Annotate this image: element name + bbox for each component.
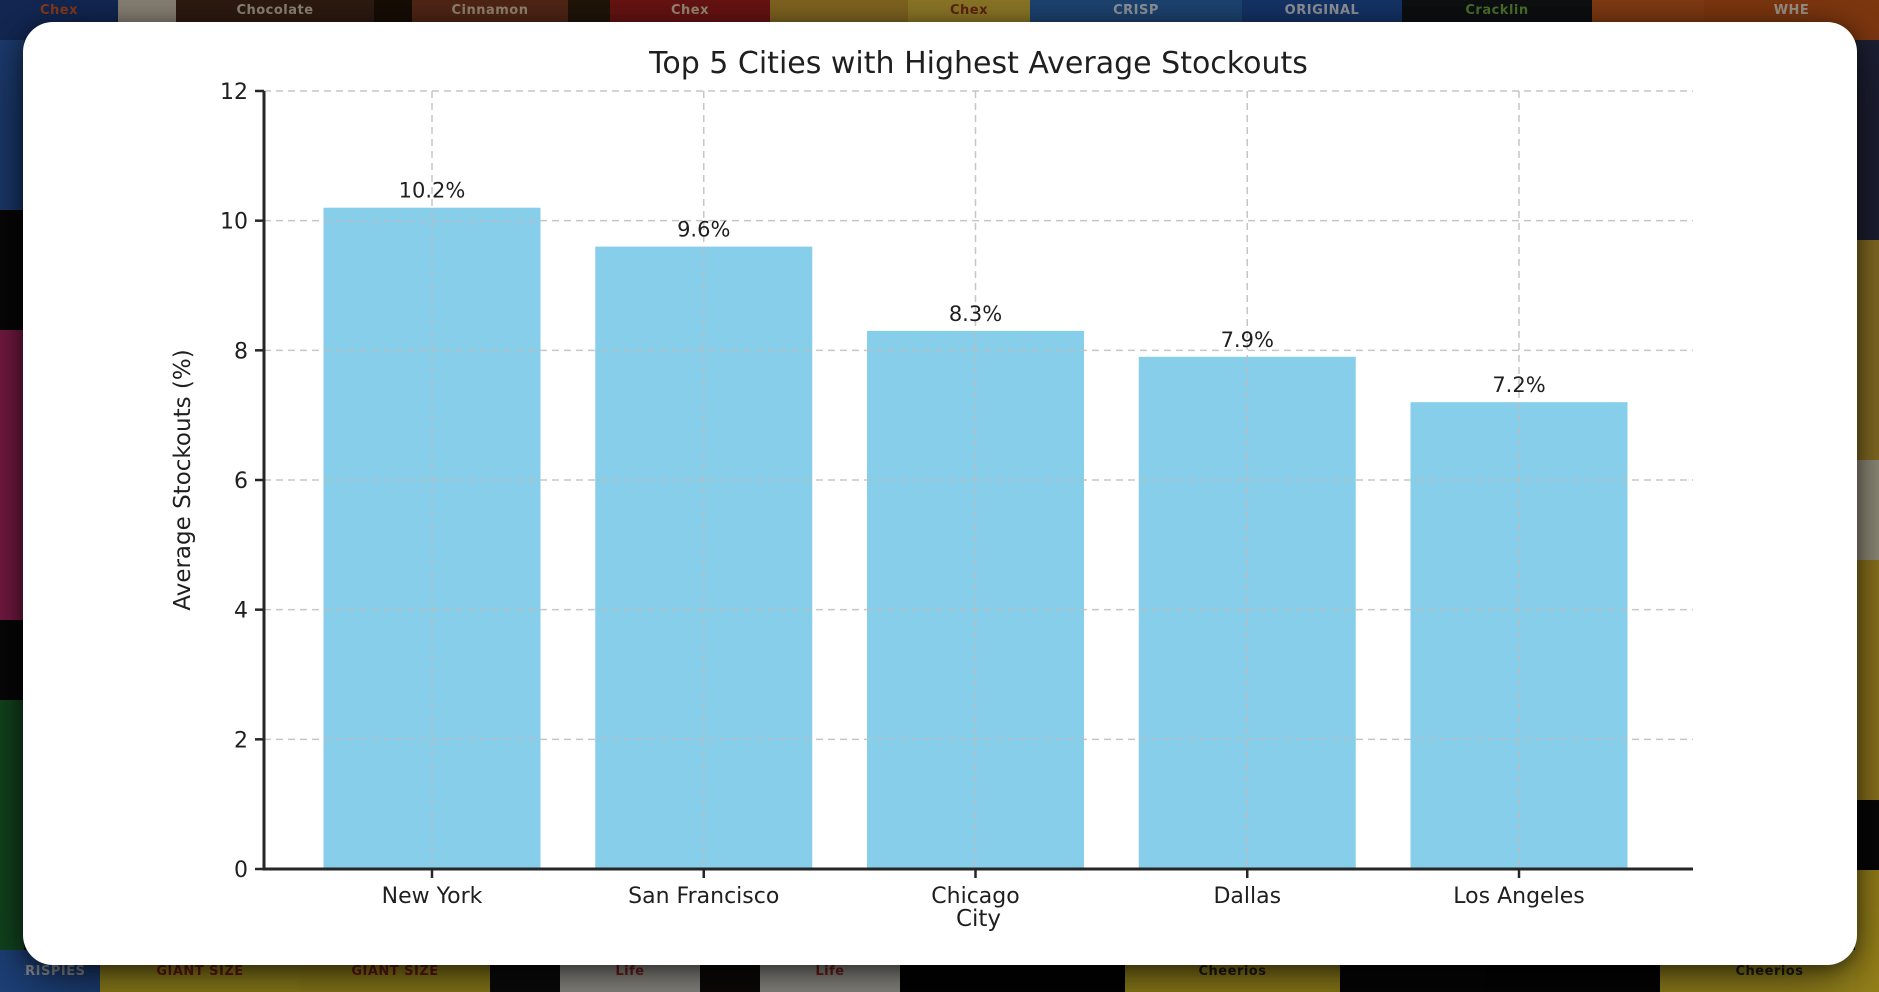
y-tick-label: 12 [220, 80, 248, 105]
cereal-box-edge [0, 620, 24, 700]
cereal-box-edge [1855, 40, 1879, 240]
bar-value-label: 8.3% [949, 302, 1002, 326]
cereal-box-edge [0, 950, 24, 992]
cereal-box-edge [1855, 800, 1879, 870]
cereal-box-edge [1855, 560, 1879, 800]
x-tick-label: Los Angeles [1453, 884, 1584, 909]
cereal-box-label: Chex [950, 3, 988, 18]
y-tick-label: 6 [234, 469, 248, 494]
y-tick-label: 8 [234, 339, 248, 364]
bar-value-label: 7.2% [1492, 373, 1545, 397]
cereal-box-label: Cheerios [1198, 963, 1267, 979]
y-tick-label: 10 [220, 210, 248, 235]
cereal-box-label: Life [815, 963, 845, 979]
cereal-box-label: GIANT SIZE [351, 963, 439, 979]
cereal-box-edge [0, 40, 24, 210]
chart-card: Top 5 Cities with Highest Average Stocko… [23, 22, 1857, 965]
cereal-box-edge [0, 700, 24, 950]
x-tick-label: New York [382, 884, 483, 909]
cereal-box-label: WHE [1773, 3, 1810, 18]
y-tick-label: 4 [234, 599, 248, 624]
cereal-box-label: CRISP [1113, 3, 1159, 18]
bar-value-label: 9.6% [677, 218, 730, 242]
x-axis-label: City [955, 906, 1002, 932]
right-shelf-edge [1855, 0, 1879, 992]
cereal-box-edge [1855, 870, 1879, 992]
cereal-box-label: Chocolate [236, 3, 314, 18]
y-tick-label: 2 [234, 728, 248, 753]
cereal-box-label: ORIGINAL [1284, 3, 1360, 18]
cereal-box-label: Chex [40, 3, 78, 18]
left-shelf-edge [0, 0, 24, 992]
bar-value-label: 7.9% [1221, 328, 1274, 352]
x-tick-label: San Francisco [628, 884, 779, 909]
cereal-box-label: Cheerios [1735, 963, 1804, 979]
cereal-box-label: Cinnamon [451, 3, 529, 18]
cereal-box-label: Life [615, 963, 645, 979]
cereal-box-edge [0, 210, 24, 330]
cereal-box-label: Chex [671, 3, 709, 18]
cereal-box-label: KRISPIES [14, 963, 86, 979]
chart-title: Top 5 Cities with Highest Average Stocko… [649, 46, 1308, 81]
cereal-box-label: GIANT SIZE [156, 963, 244, 979]
cereal-box-edge [1855, 0, 1879, 40]
cereal-box-edge [1855, 240, 1879, 460]
bar-value-label: 10.2% [399, 179, 466, 203]
cereal-box-label: Cracklin [1465, 3, 1529, 18]
stockouts-bar-chart: 0 2 4 6 8 10 12 New York San Francisco Chicago Dal… [220, 80, 1693, 909]
y-tick-label: 0 [234, 858, 248, 883]
cereal-box-edge [0, 330, 24, 620]
x-tick-label: Chicago [931, 884, 1019, 909]
x-tick-label: Dallas [1213, 884, 1281, 909]
cereal-box-edge [1855, 460, 1879, 560]
cereal-box-edge [0, 0, 24, 40]
